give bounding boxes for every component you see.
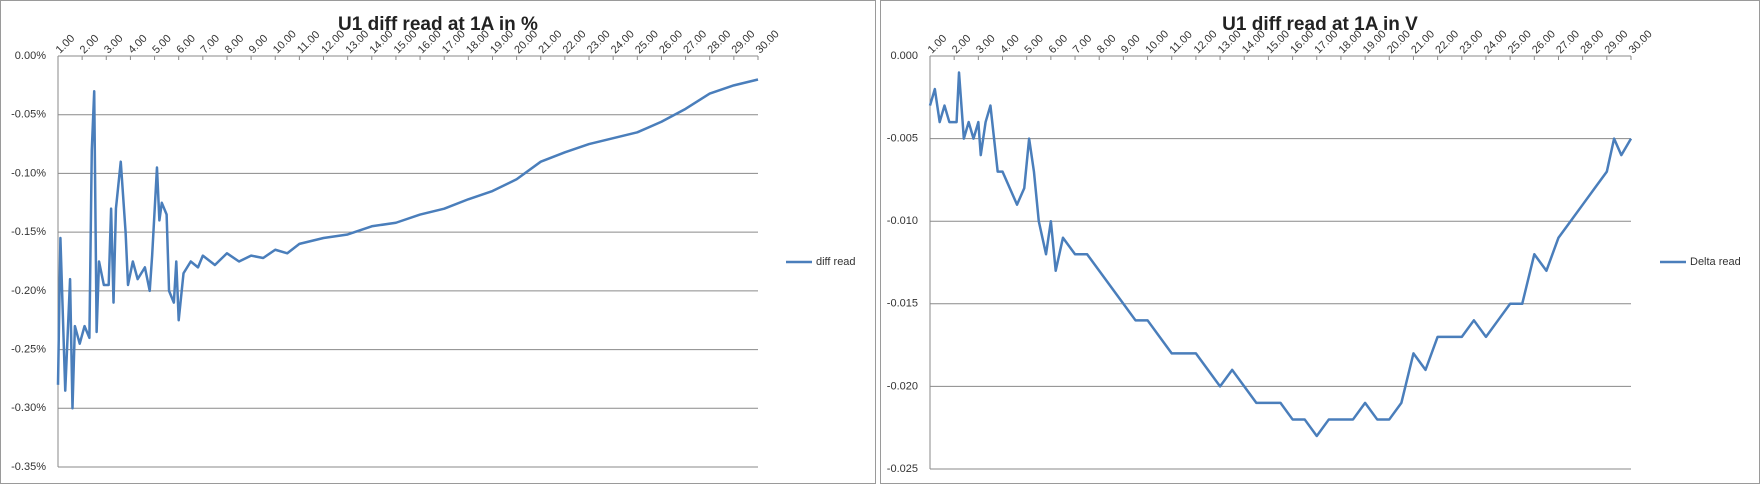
y-tick-label: -0.35% <box>11 461 46 473</box>
legend-label: Delta read <box>1690 256 1741 268</box>
y-tick-label: -0.010 <box>887 215 918 227</box>
y-tick-label: -0.20% <box>11 285 46 297</box>
y-tick-label: -0.020 <box>887 380 918 392</box>
chart-panel <box>880 0 1760 484</box>
data-line <box>56 78 759 410</box>
chart-title: U1 diff read at 1A in V <box>1222 14 1418 35</box>
y-tick-label: -0.15% <box>11 226 46 238</box>
chart-title: U1 diff read at 1A in % <box>338 14 538 35</box>
y-tick-label: -0.025 <box>887 463 918 475</box>
data-line <box>928 71 1633 438</box>
y-tick-label: -0.10% <box>11 167 46 179</box>
y-tick-label: -0.05% <box>11 109 46 121</box>
y-tick-label: 0.00% <box>15 50 46 62</box>
y-tick-label: 0.000 <box>890 50 918 62</box>
legend-label: diff read <box>816 256 856 268</box>
y-tick-label: -0.30% <box>11 402 46 414</box>
chart-panel <box>0 0 876 484</box>
y-tick-label: -0.005 <box>887 133 918 145</box>
y-tick-label: -0.015 <box>887 298 918 310</box>
y-tick-label: -0.25% <box>11 343 46 355</box>
